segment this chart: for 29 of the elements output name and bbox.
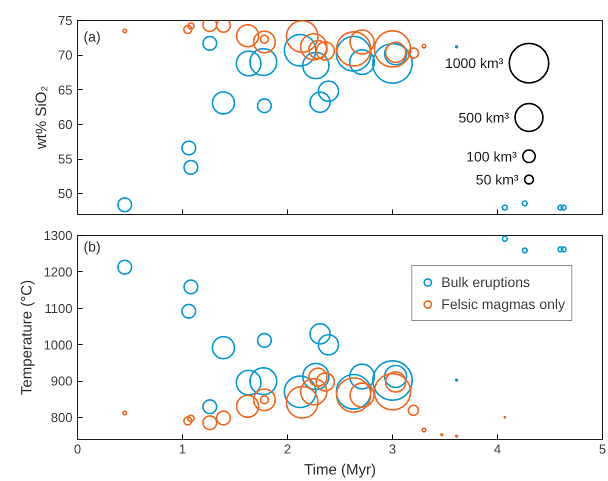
- x-tick-label: 5: [598, 442, 606, 456]
- x-tick-label: 0: [74, 442, 82, 456]
- y-tick-label: 55: [58, 152, 73, 167]
- y-tick-label: 1000: [44, 337, 72, 352]
- y-tick-label: 1100: [44, 300, 73, 316]
- y-tick-label: 1300: [44, 228, 72, 243]
- annotation: (a): [84, 28, 101, 44]
- x-tick-label: 2: [284, 442, 292, 456]
- legend-label: Bulk eruptions: [441, 274, 530, 290]
- y-axis-title: wt% SiO₂: [33, 86, 50, 150]
- legend-label: 500 km³: [458, 110, 510, 126]
- y-tick-label: 50: [58, 186, 73, 202]
- legend-label: Felsic magmas only: [441, 296, 565, 312]
- y-axis-title: Temperature (°C): [18, 280, 36, 396]
- y-tick-label: 1200: [44, 264, 72, 280]
- x-tick-label: 4: [494, 442, 502, 456]
- y-tick-label: 75: [58, 13, 73, 28]
- legend-label: 100 km³: [466, 148, 518, 164]
- y-tick-label: 70: [58, 48, 73, 63]
- annotation: (b): [84, 238, 101, 254]
- y-tick-label: 60: [58, 116, 73, 132]
- x-axis-title: Time (Myr): [304, 462, 376, 478]
- y-tick-label: 65: [58, 82, 73, 98]
- y-tick-label: 900: [50, 374, 73, 389]
- x-tick-label: 3: [388, 442, 396, 456]
- x-tick-label: 1: [178, 442, 186, 456]
- legend-label: 50 km³: [476, 172, 519, 188]
- legend-label: 1000 km³: [444, 55, 504, 72]
- y-tick-label: 800: [50, 410, 73, 426]
